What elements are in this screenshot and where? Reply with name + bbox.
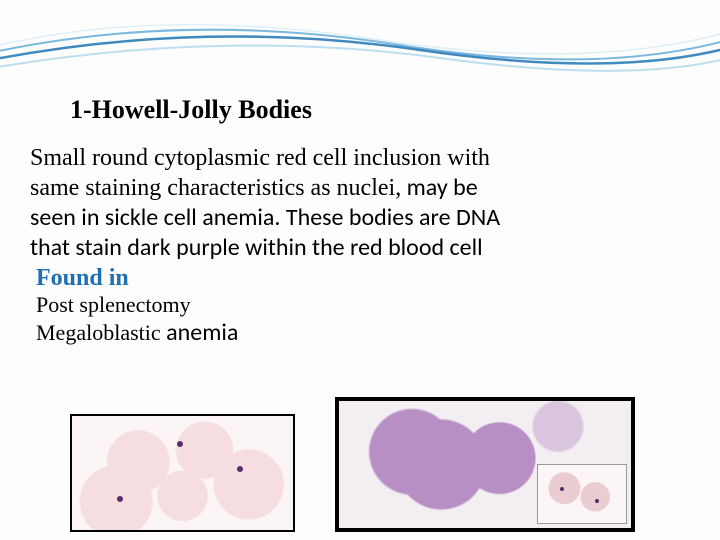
microscopy-images-row [70,397,635,532]
para-line1: Small round cytoplasmic red cell inclusi… [30,145,490,171]
description-paragraph: Small round cytoplasmic red cell inclusi… [30,143,690,263]
microscopy-image-1 [70,414,295,532]
found-in-item-1: Post splenectomy [36,292,690,318]
found-in-heading: Found in [36,265,690,292]
found-in-item-2: Megaloblastic anemia [36,318,690,347]
microscopy-image-2-inset [537,464,627,524]
item2-sans: anemia [166,318,238,347]
para-line3: seen in sickle cell anemia. These bodies… [30,203,500,232]
para-line2-sans: may be [401,173,478,202]
slide-content: 1-Howell-Jolly Bodies Small round cytopl… [0,0,720,357]
para-line4: that stain dark purple within the red bl… [30,233,483,262]
para-line2-serif: same staining characteristics as nuclei, [30,175,401,201]
microscopy-image-2 [335,397,635,532]
slide-title: 1-Howell-Jolly Bodies [70,95,690,125]
item2-serif: Megaloblastic [36,320,166,345]
